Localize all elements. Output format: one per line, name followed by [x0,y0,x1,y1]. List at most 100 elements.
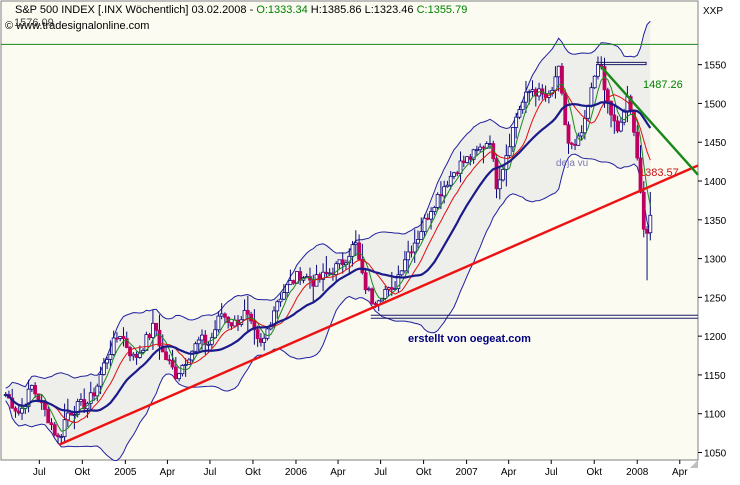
trend-lines [1,43,699,446]
price-bar [275,299,280,319]
symbol-label: XXP [703,6,723,17]
price-bar [370,287,375,305]
price-bar [409,245,414,258]
price-bar [494,153,499,199]
price-bar [618,116,623,133]
price-bar [52,421,57,437]
x-tick-label: Okt [586,467,602,478]
y-tick-label: 1050 [704,449,727,460]
moving-average-slow [5,101,652,414]
price-bar [510,127,515,153]
price-bar [419,217,424,240]
x-tick-label: 2007 [455,467,478,478]
price-bar [402,250,407,274]
price-bar [13,406,18,418]
moving-averages [5,76,652,432]
price-bar [514,112,519,139]
price-bar [95,383,100,402]
price-bar [173,357,178,380]
x-tick-label: Apr [330,467,346,478]
price-bar [612,104,617,134]
price-bar [105,356,110,370]
copyright-text: © www.tradesignalonline.com [5,20,149,32]
x-tick-label: 2006 [285,467,308,478]
price-bar [164,346,168,361]
x-tick-label: Apr [501,467,517,478]
x-tick-label: Jul [33,467,46,478]
x-tick-label: Apr [160,467,176,478]
y-tick-label: 1350 [704,216,727,227]
price-bar [416,230,420,251]
price-bar [157,314,162,360]
price-bar [445,180,450,188]
price-bar [560,62,564,96]
moving-average-fast [5,76,651,432]
price-bar [223,312,227,324]
price-bar [72,405,77,430]
x-tick-label: Okt [416,467,432,478]
x-tick-label: Okt [245,467,261,478]
price-bar [56,432,60,444]
price-bar [569,141,574,150]
price-bar [190,350,195,363]
price-bar [474,145,479,157]
resistance-trendline [599,65,699,176]
x-tick-label: Apr [672,467,688,478]
annotation-deja-vu: deja vu [556,158,588,169]
x-tick-label: Jul [374,467,387,478]
price-bar [144,331,149,351]
price-bar [435,192,440,210]
price-bar [170,349,175,370]
x-tick-label: Jul [204,467,217,478]
price-bar [357,234,361,260]
support-trendline [58,164,699,446]
price-bar [177,372,182,382]
price-bar [278,293,283,307]
y-tick-label: 1400 [704,177,727,188]
price-bar [520,100,525,114]
top-line-label: 1576.09 [14,17,54,29]
price-bar [262,333,267,351]
price-bar [566,121,571,154]
y-tick-label: 1300 [704,255,727,266]
y-tick-label: 1500 [704,99,727,110]
annotation-support-value: 1383.57 [639,167,679,179]
price-bar [638,145,643,194]
price-bar [193,341,198,352]
price-bar [321,263,325,292]
x-tick-label: 2008 [626,467,649,478]
top-box-marker [596,61,647,66]
price-bar [422,214,427,238]
price-bar [471,148,476,164]
moving-average-mid [5,87,651,424]
price-bar [507,133,512,159]
x-tick-label: Jul [545,467,558,478]
x-tick-label: 2005 [114,467,137,478]
price-bar [20,398,24,420]
bollinger-fill [5,21,651,461]
price-bar [432,205,437,216]
price-bar [350,240,355,267]
y-tick-label: 1100 [704,410,726,421]
x-tick-label: Okt [75,467,91,478]
resize-grip[interactable] [690,460,698,468]
price-bar [396,265,401,293]
price-bar [340,252,345,274]
x-axis: Jul Okt 2005 Apr Jul Okt 2006 Apr Jul Okt 2007 Apr J… [33,460,688,478]
price-bar [265,326,270,341]
price-bar [605,87,610,114]
price-bar [49,418,54,431]
price-bar [412,229,417,263]
price-bar [245,295,250,332]
annotation-author: erstellt von oegeat.com [408,333,531,345]
y-tick-label: 1200 [704,332,727,343]
price-bar [75,398,80,418]
price-bar [108,340,113,367]
price-bar [465,155,469,164]
price-bar [635,125,640,161]
price-bar [399,270,404,277]
price-bar [592,75,597,90]
price-bar [281,284,286,301]
price-bar [46,406,51,424]
